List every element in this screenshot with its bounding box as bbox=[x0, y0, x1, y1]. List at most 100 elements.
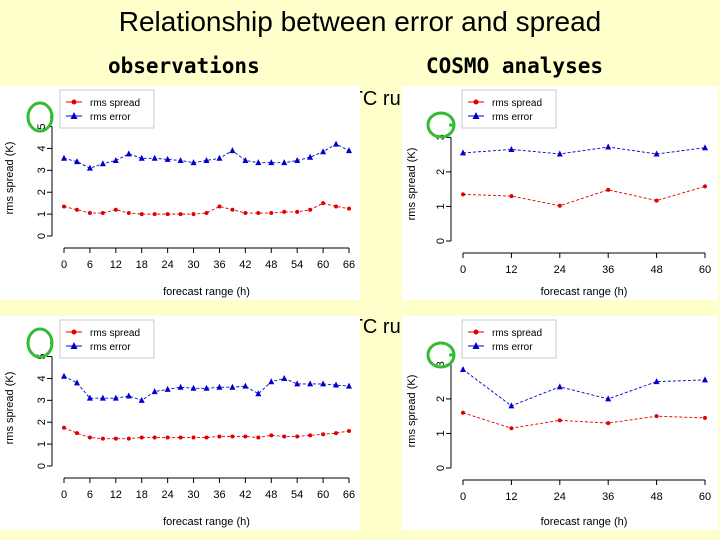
data-point-rms-spread bbox=[655, 199, 659, 203]
data-point-rms-spread bbox=[256, 211, 260, 215]
x-axis-label: forecast range (h) bbox=[163, 286, 250, 298]
data-point-rms-error bbox=[320, 380, 326, 386]
legend-marker-rms-spread bbox=[474, 100, 479, 105]
data-point-rms-error bbox=[242, 383, 248, 389]
x-tick-label: 42 bbox=[239, 259, 251, 271]
data-point-rms-spread bbox=[140, 436, 144, 440]
data-point-rms-spread bbox=[114, 437, 118, 441]
data-point-rms-error bbox=[268, 159, 274, 165]
y-tick-label: 4 bbox=[36, 375, 48, 381]
x-tick-label: 24 bbox=[162, 489, 174, 501]
data-point-rms-spread bbox=[282, 434, 286, 438]
data-point-rms-error bbox=[605, 144, 611, 150]
x-tick-label: 36 bbox=[602, 491, 614, 503]
data-point-rms-error bbox=[255, 390, 261, 396]
legend-label: rms spread bbox=[492, 328, 542, 339]
x-tick-label: 48 bbox=[265, 489, 277, 501]
x-tick-label: 6 bbox=[87, 489, 93, 501]
x-tick-label: 18 bbox=[136, 259, 148, 271]
data-point-rms-spread bbox=[62, 426, 66, 430]
x-tick-label: 6 bbox=[87, 259, 93, 271]
data-point-rms-error bbox=[346, 147, 352, 153]
data-point-rms-spread bbox=[334, 204, 338, 208]
y-axis-label: rms spread (K) bbox=[406, 148, 418, 221]
series-line-rms-error bbox=[64, 144, 349, 168]
x-tick-label: 24 bbox=[162, 259, 174, 271]
legend-marker-rms-spread bbox=[474, 330, 479, 335]
legend: rms spread rms error bbox=[462, 90, 556, 128]
data-point-rms-error bbox=[229, 384, 235, 390]
data-point-rms-spread bbox=[205, 436, 209, 440]
x-tick-label: 0 bbox=[460, 491, 466, 503]
data-point-rms-error bbox=[126, 150, 132, 156]
data-point-rms-spread bbox=[88, 436, 92, 440]
series-line-rms-spread bbox=[463, 186, 705, 205]
y-tick-label: 2 bbox=[435, 169, 447, 175]
data-point-rms-error bbox=[178, 384, 184, 390]
data-point-rms-spread bbox=[461, 411, 465, 415]
data-point-rms-error bbox=[346, 383, 352, 389]
x-tick-label: 60 bbox=[317, 489, 329, 501]
data-point-rms-spread bbox=[166, 212, 170, 216]
data-point-rms-spread bbox=[461, 192, 465, 196]
data-point-rms-error bbox=[61, 373, 67, 379]
data-point-rms-spread bbox=[230, 208, 234, 212]
x-tick-label: 12 bbox=[110, 489, 122, 501]
data-point-rms-spread bbox=[321, 432, 325, 436]
data-point-rms-spread bbox=[153, 212, 157, 216]
y-axis-label: rms spread (K) bbox=[4, 372, 16, 445]
series-line-rms-error bbox=[463, 147, 705, 154]
data-point-rms-spread bbox=[153, 436, 157, 440]
data-point-rms-error bbox=[281, 159, 287, 165]
data-point-rms-spread bbox=[192, 212, 196, 216]
y-tick-label: 0 bbox=[435, 465, 447, 471]
data-point-rms-spread bbox=[269, 433, 273, 437]
chart-cosmo-00utc: 0123rms spread (K)0 12 24 36 48 60forecast ra… bbox=[402, 86, 718, 300]
x-tick-label: 24 bbox=[554, 491, 566, 503]
data-point-rms-error bbox=[216, 155, 222, 161]
data-point-rms-spread bbox=[217, 434, 221, 438]
x-tick-label: 48 bbox=[650, 491, 662, 503]
legend-label: rms spread bbox=[492, 98, 542, 109]
data-point-rms-error bbox=[508, 146, 514, 152]
legend-label: rms spread bbox=[90, 328, 140, 339]
data-point-rms-error bbox=[255, 159, 261, 165]
data-point-rms-spread bbox=[166, 436, 170, 440]
legend-label: rms error bbox=[90, 342, 131, 353]
data-point-rms-error bbox=[165, 386, 171, 392]
data-point-rms-error bbox=[557, 383, 563, 389]
y-tick-label: 0 bbox=[435, 238, 447, 244]
data-point-rms-spread bbox=[101, 211, 105, 215]
x-tick-label: 12 bbox=[505, 491, 517, 503]
data-point-rms-spread bbox=[347, 207, 351, 211]
data-point-rms-error bbox=[229, 147, 235, 153]
x-tick-label: 36 bbox=[213, 259, 225, 271]
x-axis-label: forecast range (h) bbox=[163, 516, 250, 528]
data-point-rms-spread bbox=[243, 211, 247, 215]
data-point-rms-spread bbox=[75, 208, 79, 212]
x-tick-label: 0 bbox=[61, 259, 67, 271]
legend: rms spread rms error bbox=[60, 320, 154, 358]
data-point-rms-spread bbox=[334, 431, 338, 435]
data-point-rms-spread bbox=[114, 208, 118, 212]
data-point-rms-spread bbox=[179, 212, 183, 216]
data-point-rms-spread bbox=[179, 436, 183, 440]
data-point-rms-spread bbox=[509, 426, 513, 430]
data-point-rms-spread bbox=[101, 437, 105, 441]
legend-label: rms error bbox=[90, 112, 131, 123]
legend-label: rms error bbox=[492, 112, 533, 123]
y-tick-label: 1 bbox=[36, 211, 48, 217]
data-point-rms-spread bbox=[347, 429, 351, 433]
x-tick-label: 18 bbox=[136, 489, 148, 501]
data-point-rms-error bbox=[333, 141, 339, 147]
data-point-rms-error bbox=[460, 366, 466, 372]
x-tick-label: 12 bbox=[110, 259, 122, 271]
y-tick-label: 1 bbox=[435, 203, 447, 209]
data-point-rms-spread bbox=[88, 211, 92, 215]
data-point-rms-spread bbox=[243, 434, 247, 438]
data-point-rms-error bbox=[242, 157, 248, 163]
x-tick-label: 36 bbox=[602, 264, 614, 276]
x-tick-label: 54 bbox=[291, 489, 303, 501]
data-point-rms-error bbox=[61, 155, 67, 161]
y-tick-label: 3 bbox=[36, 167, 48, 173]
